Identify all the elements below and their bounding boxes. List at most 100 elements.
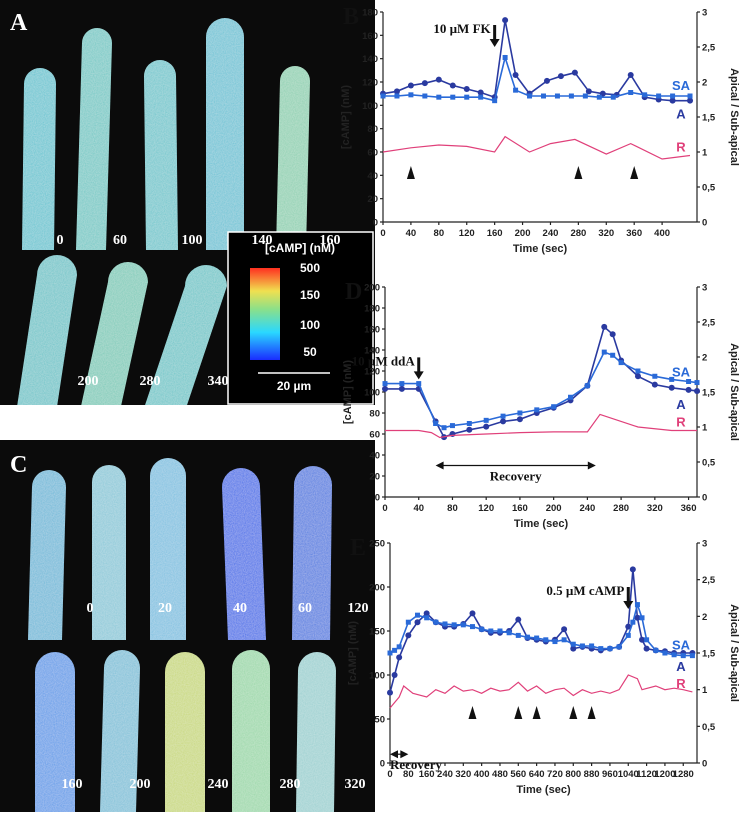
x-tick-label: 200	[546, 503, 562, 514]
series-line	[385, 413, 697, 439]
series-label: SA	[672, 365, 691, 380]
point	[642, 92, 648, 98]
hypha	[222, 468, 266, 640]
point	[464, 94, 470, 100]
y-tick-label: 0	[375, 493, 380, 504]
annotation: 10 µM FK	[433, 21, 491, 36]
event-marker	[630, 166, 639, 179]
point	[405, 619, 411, 625]
time-label: 120	[348, 601, 369, 616]
x-tick-label: 0	[387, 769, 392, 780]
point	[512, 72, 519, 78]
point	[500, 413, 506, 419]
point	[382, 381, 388, 387]
series-label: A	[676, 659, 686, 674]
point	[616, 644, 622, 650]
x-axis-label: Time (sec)	[516, 784, 571, 796]
point	[662, 650, 668, 656]
hypha	[276, 66, 310, 250]
x-tick-label: 400	[654, 228, 670, 239]
point	[513, 87, 519, 93]
x-tick-label: 720	[547, 769, 563, 780]
time-label: 60	[113, 233, 127, 248]
event-marker	[569, 706, 578, 719]
arrowhead	[587, 461, 596, 470]
point	[618, 360, 624, 366]
y2-tick-label: 3	[702, 539, 707, 550]
point	[685, 386, 692, 393]
y2-tick-label: 3	[702, 8, 707, 19]
time-label: 60	[298, 601, 312, 616]
point	[561, 626, 568, 633]
point	[502, 17, 509, 24]
annotation-arrowhead	[623, 601, 634, 609]
y2-tick-label: 1	[702, 148, 708, 159]
time-label: 40	[233, 601, 247, 616]
time-label: 0	[57, 233, 64, 248]
point	[449, 82, 456, 89]
point	[441, 425, 447, 431]
x-tick-label: 560	[510, 769, 526, 780]
y2-axis-label: Apical / Sub-apical	[728, 68, 740, 166]
series-line	[385, 325, 698, 439]
point	[557, 73, 564, 80]
series-line	[385, 351, 698, 429]
colorbar-tick: 100	[300, 318, 320, 332]
point	[515, 632, 521, 638]
series-label: A	[676, 397, 686, 412]
point	[635, 368, 641, 374]
x-tick-label: 960	[602, 769, 618, 780]
y-tick-label: 20	[367, 194, 378, 205]
point	[393, 88, 400, 95]
point	[634, 373, 641, 380]
point	[380, 93, 386, 99]
x-tick-label: 400	[474, 769, 490, 780]
point	[488, 628, 494, 634]
point	[596, 94, 602, 100]
y2-tick-label: 2,5	[702, 575, 716, 586]
y-tick-label: 140	[364, 346, 380, 357]
series-label: SA	[672, 638, 691, 653]
point	[601, 323, 608, 330]
point	[517, 410, 523, 416]
x-tick-label: 320	[647, 503, 663, 514]
point	[502, 55, 508, 60]
colorbar-tick: 150	[300, 288, 320, 302]
point	[515, 616, 522, 623]
point	[639, 615, 645, 621]
point	[584, 383, 590, 389]
y-tick-label: 60	[367, 148, 378, 159]
point	[497, 628, 503, 634]
point	[435, 76, 442, 83]
point	[601, 349, 607, 355]
x-tick-label: 80	[403, 769, 414, 780]
point	[396, 644, 402, 650]
time-label: 160	[62, 777, 83, 792]
point	[540, 93, 546, 99]
point	[466, 421, 472, 426]
point	[634, 602, 640, 608]
point	[398, 385, 405, 392]
colorbar-tick: 500	[300, 261, 320, 275]
y2-tick-label: 1	[702, 685, 708, 696]
series-label: SA	[672, 78, 691, 93]
point	[382, 385, 388, 392]
point	[589, 643, 595, 649]
point	[694, 380, 700, 386]
point	[433, 421, 439, 426]
point	[570, 641, 576, 647]
point	[561, 637, 567, 643]
y2-tick-label: 1,5	[702, 113, 716, 124]
point	[579, 643, 585, 649]
hypha	[150, 458, 186, 640]
y-axis-label: [cAMP] (nM)	[342, 360, 354, 424]
point	[610, 94, 616, 100]
point	[534, 407, 540, 413]
series-label: R	[676, 676, 686, 691]
event-marker	[574, 166, 583, 179]
x-tick-label: 0	[382, 503, 387, 514]
point	[543, 77, 550, 84]
y2-tick-label: 2	[702, 353, 707, 364]
point	[669, 97, 676, 104]
y-tick-label: 80	[369, 409, 380, 420]
